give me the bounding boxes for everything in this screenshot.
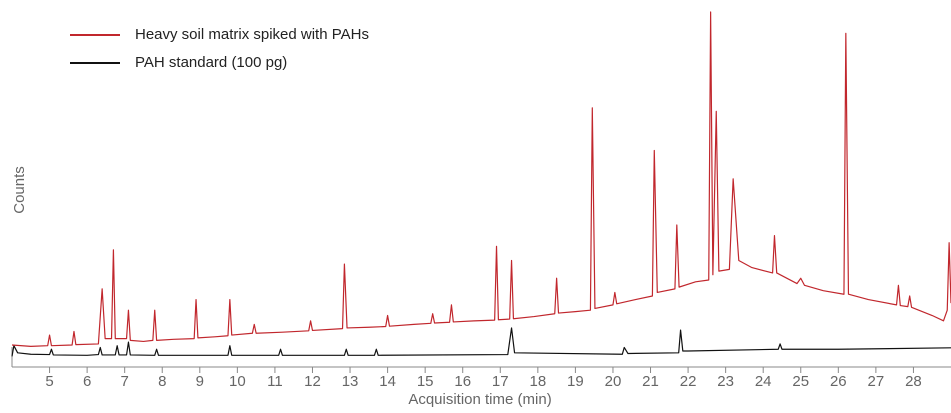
x-tick-label: 16 [454, 373, 471, 390]
x-tick-label: 10 [229, 373, 246, 390]
x-tick-label: 15 [417, 373, 434, 390]
x-tick-label: 21 [642, 373, 659, 390]
x-tick-label: 20 [605, 373, 622, 390]
x-tick-label: 5 [45, 373, 53, 390]
x-tick-label: 8 [158, 373, 166, 390]
x-tick-label: 22 [680, 373, 697, 390]
x-tick-label: 19 [567, 373, 584, 390]
legend-text: Heavy soil matrix spiked with PAHs [135, 26, 369, 43]
x-tick-label: 25 [792, 373, 809, 390]
x-tick-label: 11 [267, 373, 283, 390]
x-tick-label: 24 [755, 373, 772, 390]
x-tick-label: 26 [830, 373, 847, 390]
x-tick-label: 7 [121, 373, 129, 390]
x-axis-title: Acquisition time (min) [408, 391, 551, 408]
x-tick-label: 18 [529, 373, 546, 390]
x-tick-label: 9 [196, 373, 204, 390]
x-tick-label: 6 [83, 373, 91, 390]
x-tick-label: 23 [717, 373, 734, 390]
series-line [11, 327, 951, 357]
legend-text: PAH standard (100 pg) [135, 54, 287, 71]
x-tick-label: 17 [492, 373, 509, 390]
x-tick-label: 27 [868, 373, 885, 390]
x-tick-label: 13 [342, 373, 359, 390]
x-tick-label: 14 [379, 373, 396, 390]
y-axis-title: Counts [11, 166, 28, 214]
x-tick-label: 12 [304, 373, 321, 390]
series-line [11, 11, 951, 348]
x-tick-label: 28 [905, 373, 922, 390]
